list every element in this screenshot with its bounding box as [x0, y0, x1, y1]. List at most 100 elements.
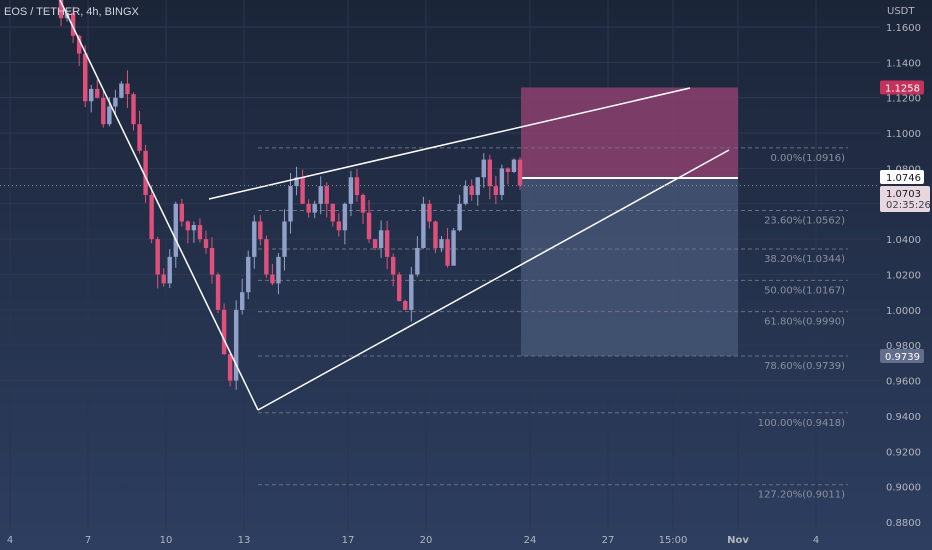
candle-body	[517, 159, 523, 186]
price-tick-label: 1.0200	[886, 271, 921, 282]
time-tick-label: 4	[7, 535, 13, 546]
candle-body	[167, 256, 172, 284]
stop-tag: 0.9739	[885, 352, 920, 363]
candle-body	[318, 186, 323, 204]
price-tick-label: 1.0000	[886, 306, 921, 317]
price-tick-label: 0.8800	[886, 518, 921, 529]
symbol-title: EOS / TETHER, 4h, BINGX	[4, 6, 139, 18]
trend-lines	[59, 0, 730, 411]
candle-body	[221, 309, 227, 355]
candle-body	[185, 221, 191, 231]
candle-body	[397, 274, 402, 302]
candle-body	[149, 194, 154, 240]
candle-body	[107, 106, 112, 125]
wedge-resistance-line	[208, 87, 691, 200]
time-tick-label: 24	[524, 535, 537, 546]
candle-body	[439, 239, 444, 248]
candle-body	[125, 83, 130, 95]
candle-body	[475, 177, 480, 195]
candle-body	[372, 239, 378, 248]
fib-label: 23.60%(1.0562)	[764, 216, 845, 227]
candle-body	[366, 212, 372, 240]
candle-body	[511, 159, 517, 172]
candle-body	[179, 203, 185, 222]
candle-body	[197, 225, 203, 240]
candle-body	[378, 230, 384, 248]
candle-body	[76, 35, 82, 54]
position-zones	[521, 87, 738, 357]
fib-label: 127.20%(0.9011)	[758, 490, 845, 501]
price-tick-label: 1.1600	[886, 23, 921, 34]
candle-body	[330, 203, 335, 222]
candle-body	[505, 168, 511, 172]
candle-body	[300, 177, 305, 204]
fibonacci-levels: 0.00%(1.0916) 23.60%(1.0562) 38.20%(1.0344…	[258, 147, 848, 501]
fib-label: 100.00%(0.9418)	[758, 418, 845, 429]
time-tick-label: 10	[160, 535, 173, 546]
candle-body	[445, 239, 450, 266]
candle-body	[493, 186, 499, 195]
candle-body	[155, 239, 160, 275]
price-tick-label: 0.9400	[886, 412, 921, 423]
stop-tag-bg	[880, 349, 924, 364]
candle-body	[360, 194, 366, 213]
impulse-line	[59, 0, 259, 411]
candle-body	[487, 159, 493, 187]
time-axis[interactable]: 4 7 10 13 17 20 24 27 15:00 Nov 4	[7, 535, 819, 546]
candle-body	[137, 124, 142, 151]
candle-body	[294, 177, 299, 187]
candle-body	[252, 221, 257, 257]
candle-body	[276, 256, 281, 284]
fib-label: 50.00%(1.0167)	[764, 285, 845, 296]
price-tick-label: 0.9600	[886, 377, 921, 388]
candle-body	[70, 12, 76, 36]
fib-label: 61.80%(0.9990)	[764, 317, 845, 328]
currency-label: USDT	[887, 6, 915, 17]
candle-body	[173, 203, 178, 257]
candle-body	[95, 88, 100, 98]
candle-body	[82, 53, 88, 102]
fib-label: 0.00%(1.0916)	[770, 153, 845, 164]
candle-body	[215, 274, 221, 310]
candle-body	[191, 225, 197, 231]
candle-body	[233, 309, 239, 381]
candlesticks	[58, 0, 523, 390]
candle-body	[161, 274, 166, 284]
candle-body	[324, 186, 329, 204]
take-profit-tag: 1.1258	[885, 83, 920, 94]
entry-tag: 1.0746	[886, 173, 921, 184]
candle-body	[131, 94, 136, 125]
candle-body	[58, 0, 64, 19]
current-price-tag-bg	[880, 185, 930, 212]
candle-body	[342, 203, 348, 231]
candle-body	[481, 159, 486, 178]
fib-label: 78.60%(0.9739)	[764, 361, 845, 372]
time-tick-label: 27	[602, 535, 615, 546]
time-tick-label: 7	[85, 535, 91, 546]
target-zone	[521, 87, 738, 178]
candle-body	[264, 239, 269, 275]
candle-body	[89, 88, 94, 102]
candle-body	[427, 203, 432, 222]
candle-body	[258, 221, 263, 240]
candle-body	[451, 230, 456, 266]
candle-body	[209, 248, 215, 275]
candle-body	[354, 177, 360, 195]
candle-body	[403, 301, 408, 310]
price-tick-label: 1.1400	[886, 58, 921, 69]
time-tick-label: Nov	[727, 535, 749, 546]
stop-zone	[521, 177, 738, 357]
candle-body	[336, 221, 342, 231]
take-profit-tag-bg	[880, 80, 924, 95]
price-tick-label: 0.9000	[886, 483, 921, 494]
candle-body	[143, 150, 148, 195]
candle-body	[101, 97, 106, 125]
candle-body	[282, 221, 287, 257]
price-tick-label: 1.1200	[886, 94, 921, 105]
candle-body	[384, 230, 390, 257]
current-price-tag: 1.0703	[886, 189, 921, 200]
time-tick-label: 20	[420, 535, 433, 546]
candle-body	[288, 186, 293, 222]
